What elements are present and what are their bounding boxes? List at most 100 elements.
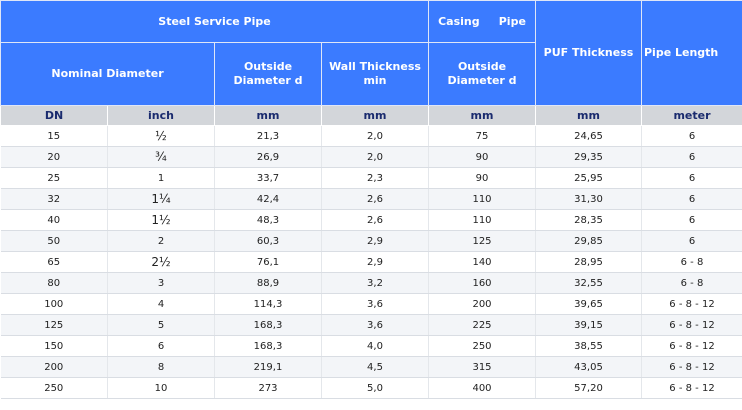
header-wall-thickness: Wall Thickness min	[321, 42, 429, 106]
cell-dn: 200	[0, 356, 108, 378]
cell-puf-thickness: 38,55	[535, 335, 642, 357]
cell-outside-diameter: 60,3	[214, 230, 322, 252]
cell-wall-thickness: 5,0	[321, 377, 429, 399]
cell-pipe-length: 6 - 8	[641, 251, 742, 273]
cell-casing-diameter: 110	[428, 188, 536, 210]
table-row: 20 ¾ 26,9 2,0 90 29,35 6	[0, 146, 742, 168]
cell-wall-thickness: 2,3	[321, 167, 429, 189]
cell-puf-thickness: 39,65	[535, 293, 642, 315]
cell-outside-diameter: 42,4	[214, 188, 322, 210]
cell-outside-diameter: 114,3	[214, 293, 322, 315]
cell-outside-diameter: 168,3	[214, 314, 322, 336]
header-nominal-diameter: Nominal Diameter	[0, 42, 215, 106]
cell-casing-diameter: 315	[428, 356, 536, 378]
header-outside-diameter: Outside Diameter d	[214, 42, 322, 106]
cell-inch: ¾	[107, 146, 215, 168]
cell-dn: 15	[0, 125, 108, 147]
cell-puf-thickness: 57,20	[535, 377, 642, 399]
header-puf-thickness: PUF Thickness	[535, 0, 642, 106]
unit-wall-mm: mm	[321, 105, 429, 126]
cell-inch: 3	[107, 272, 215, 294]
cell-inch: 1½	[107, 209, 215, 231]
cell-outside-diameter: 33,7	[214, 167, 322, 189]
cell-casing-diameter: 140	[428, 251, 536, 273]
cell-dn: 50	[0, 230, 108, 252]
table-row: 50 2 60,3 2,9 125 29,85 6	[0, 230, 742, 252]
unit-casing-mm: mm	[428, 105, 536, 126]
table-body: 15 ½ 21,3 2,0 75 24,65 6 20 ¾ 26,9 2,0 90 29,35 6 25 1 3…	[0, 125, 742, 399]
cell-pipe-length: 6	[641, 188, 742, 210]
cell-puf-thickness: 32,55	[535, 272, 642, 294]
cell-casing-diameter: 110	[428, 209, 536, 231]
header-casing-outside-diameter: Outside Diameter d	[428, 42, 536, 106]
cell-wall-thickness: 2,6	[321, 209, 429, 231]
cell-dn: 125	[0, 314, 108, 336]
cell-dn: 65	[0, 251, 108, 273]
cell-wall-thickness: 3,6	[321, 293, 429, 315]
table-row: 25 1 33,7 2,3 90 25,95 6	[0, 167, 742, 189]
unit-od-mm: mm	[214, 105, 322, 126]
cell-wall-thickness: 2,0	[321, 146, 429, 168]
cell-puf-thickness: 28,35	[535, 209, 642, 231]
cell-pipe-length: 6 - 8 - 12	[641, 356, 742, 378]
cell-wall-thickness: 2,6	[321, 188, 429, 210]
cell-inch: ½	[107, 125, 215, 147]
cell-pipe-length: 6	[641, 230, 742, 252]
cell-puf-thickness: 31,30	[535, 188, 642, 210]
table-row: 200 8 219,1 4,5 315 43,05 6 - 8 - 12	[0, 356, 742, 378]
table-row: 40 1½ 48,3 2,6 110 28,35 6	[0, 209, 742, 231]
header-pipe-length: Pipe Length L	[641, 0, 742, 106]
cell-wall-thickness: 3,6	[321, 314, 429, 336]
cell-outside-diameter: 273	[214, 377, 322, 399]
cell-inch: 5	[107, 314, 215, 336]
unit-puf-mm: mm	[535, 105, 642, 126]
table-row: 80 3 88,9 3,2 160 32,55 6 - 8	[0, 272, 742, 294]
cell-inch: 8	[107, 356, 215, 378]
cell-inch: 6	[107, 335, 215, 357]
cell-wall-thickness: 4,5	[321, 356, 429, 378]
table-row: 32 1¼ 42,4 2,6 110 31,30 6	[0, 188, 742, 210]
cell-pipe-length: 6	[641, 146, 742, 168]
cell-casing-diameter: 90	[428, 167, 536, 189]
cell-inch: 2	[107, 230, 215, 252]
cell-inch: 1	[107, 167, 215, 189]
cell-wall-thickness: 4,0	[321, 335, 429, 357]
cell-inch: 4	[107, 293, 215, 315]
cell-inch: 10	[107, 377, 215, 399]
cell-dn: 40	[0, 209, 108, 231]
cell-outside-diameter: 48,3	[214, 209, 322, 231]
table-row: 150 6 168,3 4,0 250 38,55 6 - 8 - 12	[0, 335, 742, 357]
cell-pipe-length: 6	[641, 209, 742, 231]
header-casing-pipe: Casing Pipe	[428, 0, 536, 43]
cell-wall-thickness: 2,9	[321, 251, 429, 273]
cell-pipe-length: 6 - 8 - 12	[641, 293, 742, 315]
cell-dn: 25	[0, 167, 108, 189]
cell-dn: 80	[0, 272, 108, 294]
cell-puf-thickness: 29,35	[535, 146, 642, 168]
table-row: 65 2½ 76,1 2,9 140 28,95 6 - 8	[0, 251, 742, 273]
cell-pipe-length: 6	[641, 167, 742, 189]
cell-outside-diameter: 219,1	[214, 356, 322, 378]
cell-wall-thickness: 3,2	[321, 272, 429, 294]
unit-inch: inch	[107, 105, 215, 126]
cell-pipe-length: 6 - 8 - 12	[641, 335, 742, 357]
cell-outside-diameter: 88,9	[214, 272, 322, 294]
cell-dn: 150	[0, 335, 108, 357]
cell-puf-thickness: 24,65	[535, 125, 642, 147]
cell-pipe-length: 6	[641, 125, 742, 147]
cell-pipe-length: 6 - 8	[641, 272, 742, 294]
cell-casing-diameter: 225	[428, 314, 536, 336]
cell-dn: 250	[0, 377, 108, 399]
table-row: 250 10 273 5,0 400 57,20 6 - 8 - 12	[0, 377, 742, 399]
cell-puf-thickness: 28,95	[535, 251, 642, 273]
table-row: 15 ½ 21,3 2,0 75 24,65 6	[0, 125, 742, 147]
cell-casing-diameter: 200	[428, 293, 536, 315]
cell-puf-thickness: 39,15	[535, 314, 642, 336]
cell-puf-thickness: 43,05	[535, 356, 642, 378]
header-steel-service-pipe: Steel Service Pipe	[0, 0, 429, 43]
cell-outside-diameter: 76,1	[214, 251, 322, 273]
unit-meter: meter	[641, 105, 742, 126]
cell-dn: 20	[0, 146, 108, 168]
cell-dn: 100	[0, 293, 108, 315]
cell-wall-thickness: 2,0	[321, 125, 429, 147]
